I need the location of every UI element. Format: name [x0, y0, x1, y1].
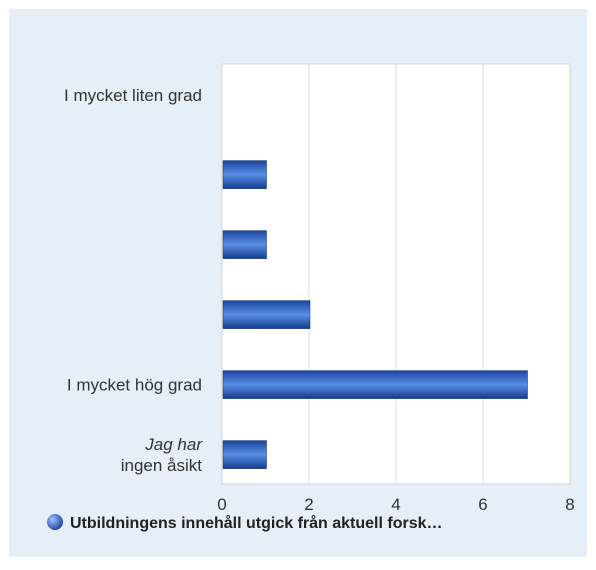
legend-label: Utbildningens innehåll utgick från aktue… [70, 514, 443, 532]
x-tick-label: 4 [391, 495, 400, 514]
y-axis-labels: I mycket liten grad I mycket hög grad Jag … [64, 86, 203, 475]
x-tick-label: 0 [217, 495, 226, 514]
x-tick-label: 2 [304, 495, 313, 514]
y-tick-label: I mycket hög grad [67, 376, 202, 395]
x-tick-label: 6 [478, 495, 487, 514]
bar [222, 370, 528, 399]
bar [222, 160, 267, 189]
bar [222, 230, 267, 259]
legend: Utbildningens innehåll utgick från aktue… [47, 514, 443, 532]
y-tick-label: I mycket liten grad [64, 86, 202, 105]
x-axis-labels: 0 2 4 6 8 [217, 495, 574, 514]
bar [222, 300, 311, 329]
gridlines [308, 64, 484, 484]
y-tick-label: Jag har [144, 435, 203, 454]
legend-marker [47, 514, 63, 530]
bars [222, 160, 528, 469]
bar [222, 440, 267, 469]
x-tick-label: 8 [565, 495, 574, 514]
y-tick-label: ingen åsikt [121, 456, 203, 475]
